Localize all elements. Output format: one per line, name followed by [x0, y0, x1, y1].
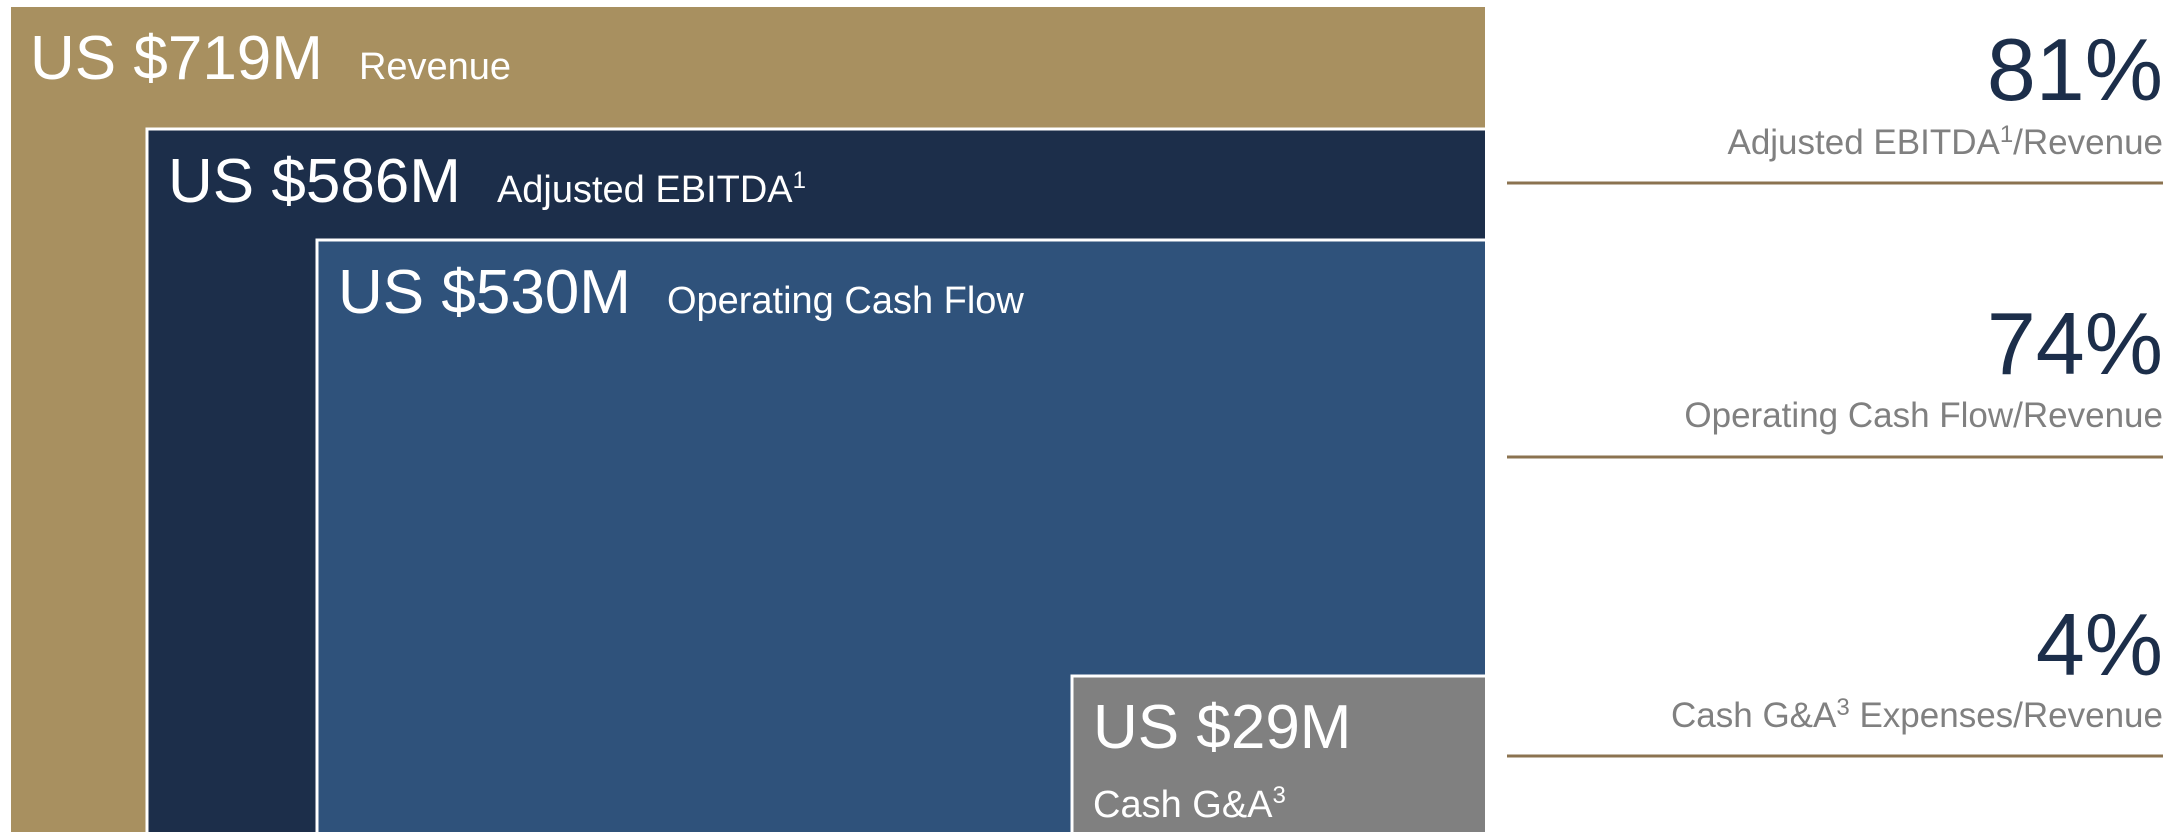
label: Adjusted EBITDA	[1727, 123, 2000, 162]
footnote: 3	[1273, 782, 1286, 809]
footnote: 1	[2000, 121, 2013, 148]
footnote: 3	[1836, 694, 1849, 721]
amount: US $530M	[338, 258, 631, 327]
amount: US $586M	[168, 147, 461, 216]
label: Cash G&A	[1671, 696, 1837, 735]
ratio-label: Operating Cash Flow/Revenue	[1684, 396, 2163, 435]
suffix: Expenses/Revenue	[1850, 696, 2163, 735]
box-text: Cash G&A3	[1093, 782, 1286, 826]
label: Adjusted EBITDA	[497, 169, 793, 211]
percent: 4%	[2036, 595, 2163, 694]
amount: US $719M	[30, 24, 323, 93]
box-text: US $530M Operating Cash Flow	[338, 258, 1024, 327]
box-text: US $719M Revenue	[30, 24, 511, 93]
right-panel	[1485, 0, 2172, 832]
label: Operating Cash Flow	[667, 280, 1024, 322]
box-text: US $586M Adjusted EBITDA1	[168, 147, 806, 216]
percent: 81%	[1987, 20, 2163, 119]
amount: US $29M	[1093, 693, 1351, 762]
ratio-label: Cash G&A3 Expenses/Revenue	[1671, 694, 2163, 735]
percent: 74%	[1987, 294, 2163, 393]
ga-box	[1070, 674, 1489, 832]
ratio-label: Adjusted EBITDA1/Revenue	[1727, 121, 2163, 162]
label: Revenue	[359, 46, 511, 88]
suffix: /Revenue	[2013, 123, 2163, 162]
footnote: 1	[793, 167, 806, 194]
label: Cash G&A	[1093, 784, 1273, 826]
